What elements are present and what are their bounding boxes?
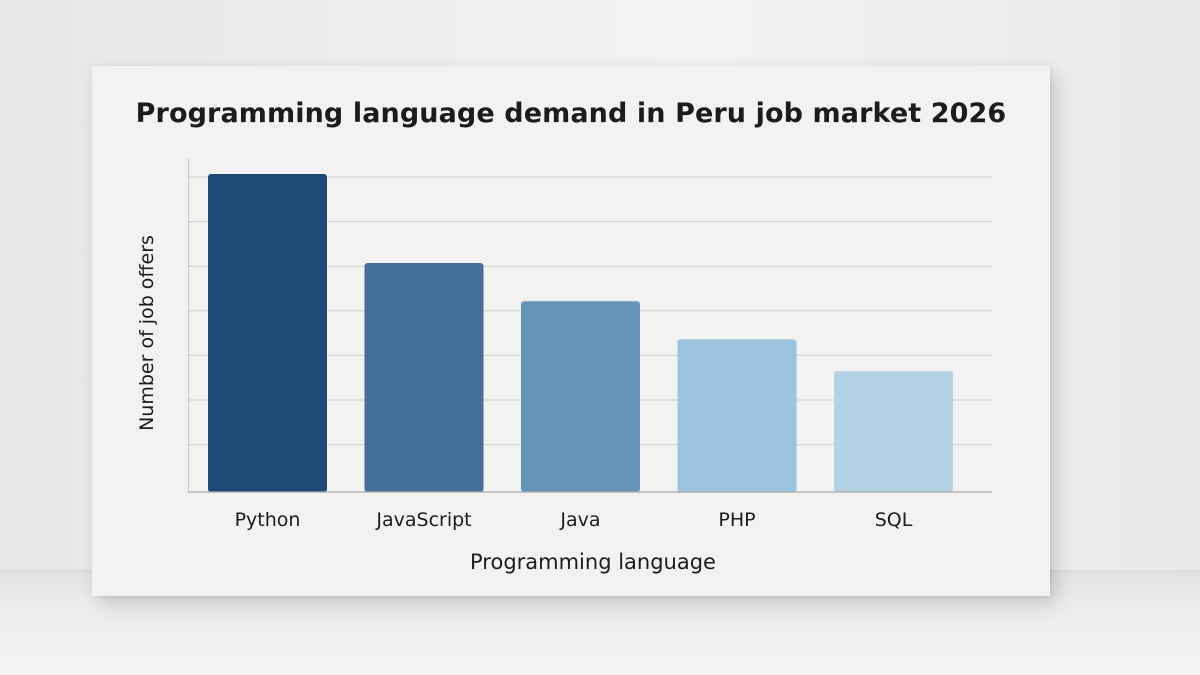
x-tick-label: Python bbox=[235, 509, 301, 531]
x-axis-label: Programming language bbox=[470, 550, 716, 574]
x-tick-label: SQL bbox=[875, 509, 913, 531]
x-tick-label: Java bbox=[559, 509, 600, 531]
chart-title: Programming language demand in Peru job … bbox=[135, 98, 1007, 129]
bar-chart: Python JavaScript Java PHP SQL bbox=[188, 158, 992, 531]
x-tick-label: PHP bbox=[718, 509, 755, 531]
bar-sql bbox=[834, 371, 953, 492]
x-tick-label: JavaScript bbox=[375, 509, 471, 531]
bar-javascript bbox=[364, 263, 484, 492]
bar-php bbox=[677, 339, 797, 492]
bar-python bbox=[208, 174, 327, 492]
chart-card: Programming language demand in Peru job … bbox=[92, 66, 1050, 596]
bar-java bbox=[521, 301, 640, 492]
y-axis-label: Number of job offers bbox=[136, 235, 158, 431]
